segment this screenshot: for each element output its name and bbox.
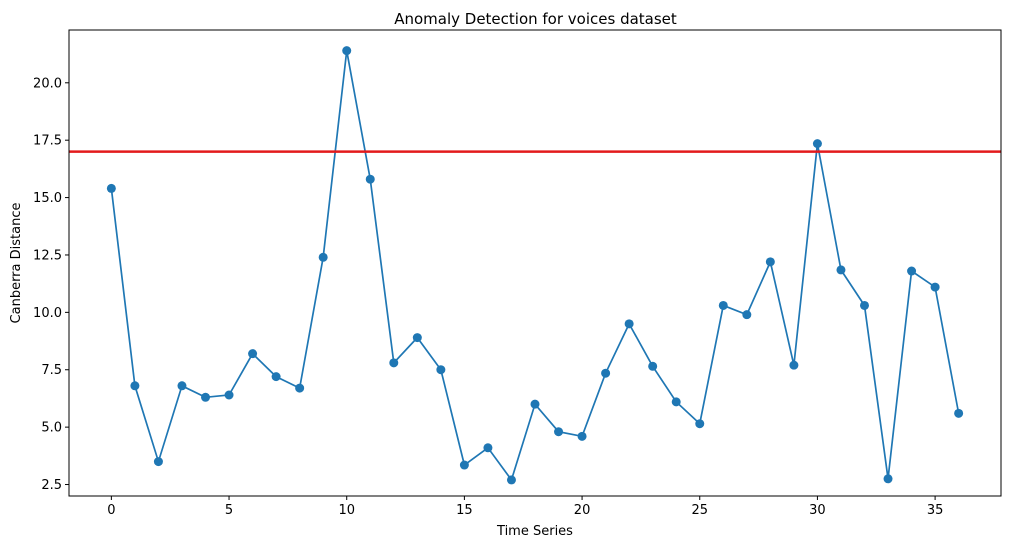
data-point	[106, 183, 116, 193]
data-point	[554, 427, 564, 437]
data-point	[295, 383, 305, 393]
plot-area	[69, 46, 1001, 485]
data-point	[130, 381, 140, 391]
x-tick-label: 0	[107, 503, 115, 518]
y-tick-label: 5.0	[41, 421, 62, 436]
y-axis: 2.5 5.0 7.5 10.0 12.5 15.0 17.5 20.0	[33, 76, 69, 493]
data-point	[389, 358, 399, 368]
data-point	[930, 282, 940, 292]
data-point	[436, 365, 446, 375]
y-tick-label: 20.0	[33, 76, 62, 91]
data-point	[671, 397, 681, 407]
chart-title: Anomaly Detection for voices dataset	[394, 10, 677, 28]
x-tick-label: 10	[338, 503, 355, 518]
data-point	[177, 381, 187, 391]
data-point	[718, 300, 728, 310]
data-point	[201, 392, 211, 402]
data-point	[577, 431, 587, 441]
y-tick-label: 7.5	[41, 363, 62, 378]
data-point	[271, 372, 281, 382]
data-point	[954, 408, 964, 418]
data-point	[224, 390, 234, 400]
data-point	[812, 139, 822, 149]
axes-frame	[68, 29, 1002, 497]
x-tick-label: 15	[456, 503, 473, 518]
y-tick-label: 12.5	[33, 248, 62, 263]
y-tick-label: 17.5	[33, 134, 62, 149]
data-point	[836, 265, 846, 275]
y-tick-label: 15.0	[33, 191, 62, 206]
x-tick-label: 5	[225, 503, 233, 518]
data-point	[459, 460, 469, 470]
x-axis-label: Time Series	[496, 524, 573, 539]
x-tick-label: 30	[809, 503, 826, 518]
data-point	[907, 266, 917, 276]
data-point	[789, 360, 799, 370]
x-tick-label: 20	[574, 503, 591, 518]
data-point	[883, 474, 893, 484]
x-tick-label: 35	[927, 503, 944, 518]
data-point	[742, 310, 752, 320]
y-tick-label: 2.5	[41, 478, 62, 493]
y-axis-label: Canberra Distance	[9, 203, 24, 324]
data-point	[365, 174, 375, 184]
data-point	[248, 349, 258, 359]
x-tick-label: 25	[691, 503, 708, 518]
data-point	[412, 333, 422, 343]
data-point	[648, 361, 658, 371]
data-point	[483, 443, 493, 453]
data-point	[153, 457, 163, 467]
data-point	[318, 252, 328, 262]
series-line	[110, 50, 960, 482]
data-point	[601, 368, 611, 378]
data-point	[506, 475, 516, 485]
data-point	[342, 46, 352, 56]
x-axis: 0 5 10 15 20 25 30 35	[107, 496, 943, 518]
data-point	[624, 319, 634, 329]
data-point	[530, 399, 540, 409]
data-point	[859, 300, 869, 310]
y-tick-label: 10.0	[33, 306, 62, 321]
data-point	[765, 257, 775, 267]
data-point	[695, 419, 705, 429]
